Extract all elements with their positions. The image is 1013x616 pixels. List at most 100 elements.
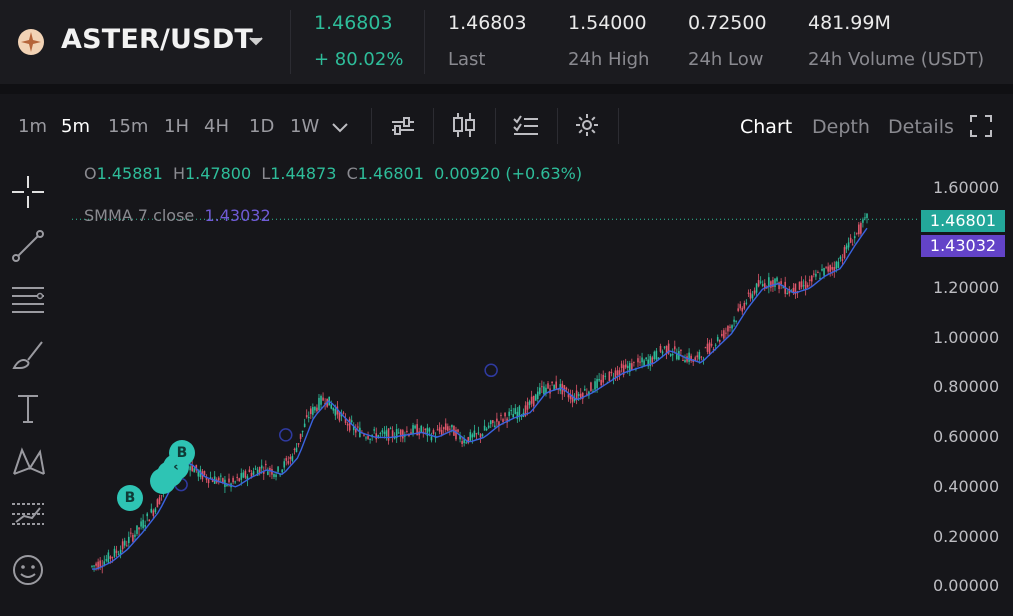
pair-title[interactable]: ASTER/USDT bbox=[61, 24, 254, 55]
candle-body bbox=[222, 478, 224, 483]
candle-body bbox=[369, 438, 371, 440]
horizontal-lines-icon[interactable] bbox=[10, 282, 46, 318]
candle-body bbox=[641, 357, 643, 363]
candle-body bbox=[416, 424, 418, 436]
high-value-legend: 1.47800 bbox=[184, 164, 252, 183]
tab-details[interactable]: Details bbox=[888, 116, 954, 138]
candle-body bbox=[757, 280, 760, 287]
buy-marker[interactable]: B bbox=[169, 440, 195, 466]
candle-body bbox=[144, 525, 146, 527]
smma-legend[interactable]: SMMA 7 close 1.43032 bbox=[84, 206, 271, 225]
buy-marker[interactable]: B bbox=[117, 485, 143, 511]
candle-body bbox=[440, 429, 443, 435]
tf-1w[interactable]: 1W bbox=[290, 116, 320, 137]
candle-body bbox=[150, 508, 153, 513]
candle-body bbox=[530, 396, 533, 404]
candle-body bbox=[602, 374, 605, 383]
tf-1d[interactable]: 1D bbox=[249, 116, 275, 137]
candle-body bbox=[148, 519, 151, 522]
candle-body bbox=[700, 356, 703, 358]
candle-body bbox=[841, 259, 844, 261]
candle-body bbox=[367, 435, 369, 439]
pattern-icon[interactable] bbox=[10, 444, 46, 480]
candle-body bbox=[305, 415, 308, 418]
candle-body bbox=[283, 461, 286, 468]
candle-body bbox=[843, 247, 846, 259]
candle-body bbox=[424, 428, 427, 431]
candle-body bbox=[275, 474, 277, 478]
y-tick: 0.40000 bbox=[933, 477, 1000, 496]
candle-body bbox=[547, 383, 549, 389]
candle-body bbox=[399, 429, 402, 437]
candle-body bbox=[798, 281, 801, 290]
candle-body bbox=[551, 381, 553, 384]
emoji-icon[interactable] bbox=[10, 552, 46, 588]
candle-body bbox=[768, 277, 770, 288]
trend-line-icon[interactable] bbox=[10, 228, 46, 264]
tf-1h[interactable]: 1H bbox=[164, 116, 189, 137]
candle-body bbox=[154, 508, 157, 513]
candle-body bbox=[457, 429, 459, 432]
candle-body bbox=[318, 397, 320, 410]
candle-body bbox=[643, 360, 645, 367]
candle-body bbox=[152, 510, 155, 516]
candlestick-icon[interactable] bbox=[452, 112, 476, 138]
chevron-down-icon[interactable] bbox=[331, 122, 349, 134]
candle-body bbox=[97, 561, 99, 569]
candle-body bbox=[723, 330, 725, 339]
tf-4h[interactable]: 4H bbox=[204, 116, 229, 137]
candle-body bbox=[287, 461, 290, 464]
candle-body bbox=[612, 377, 615, 379]
candle-body bbox=[688, 352, 690, 362]
candle-body bbox=[837, 261, 840, 268]
last-price-tag: 1.46801 bbox=[921, 210, 1005, 232]
candle-body bbox=[559, 384, 562, 391]
crosshair-icon[interactable] bbox=[10, 174, 46, 210]
checklist-icon[interactable] bbox=[513, 114, 539, 136]
candle-body bbox=[254, 468, 257, 470]
candle-body bbox=[334, 408, 337, 416]
candle-body bbox=[320, 395, 322, 405]
candle-body bbox=[831, 267, 834, 270]
candle-body bbox=[710, 343, 713, 346]
candle-body bbox=[228, 478, 230, 483]
candle-body bbox=[475, 433, 478, 435]
settings-gear-icon[interactable] bbox=[575, 113, 599, 137]
order-marker bbox=[484, 363, 498, 378]
y-tick: 0.00000 bbox=[933, 576, 1000, 595]
candle-body bbox=[402, 430, 404, 439]
tf-1m[interactable]: 1m bbox=[18, 116, 47, 137]
fullscreen-icon[interactable] bbox=[969, 114, 993, 138]
candle-body bbox=[134, 534, 136, 537]
candle-body bbox=[539, 387, 541, 395]
indicators-icon[interactable] bbox=[390, 116, 416, 136]
candle-body bbox=[291, 456, 294, 461]
tab-chart[interactable]: Chart bbox=[740, 116, 793, 138]
candle-body bbox=[620, 363, 623, 368]
candle-body bbox=[810, 275, 813, 282]
low-value: 0.72500 bbox=[688, 12, 767, 34]
candle-body bbox=[444, 423, 447, 430]
candle-body bbox=[669, 354, 672, 356]
tf-5m[interactable]: 5m bbox=[61, 116, 90, 137]
tf-15m[interactable]: 15m bbox=[108, 116, 149, 137]
candle-body bbox=[514, 408, 517, 414]
candle-body bbox=[536, 391, 539, 400]
candle-body bbox=[330, 404, 333, 409]
candle-body bbox=[132, 534, 134, 542]
prediction-icon[interactable] bbox=[10, 498, 46, 534]
candle-body bbox=[512, 414, 515, 418]
candle-body bbox=[786, 292, 789, 294]
candle-body bbox=[381, 430, 384, 433]
candle-body bbox=[465, 442, 468, 444]
chevron-down-icon[interactable] bbox=[249, 36, 263, 46]
tab-depth[interactable]: Depth bbox=[812, 116, 870, 138]
candle-body bbox=[295, 447, 298, 453]
candle-body bbox=[191, 464, 193, 471]
candle-body bbox=[346, 423, 349, 426]
brush-icon[interactable] bbox=[10, 336, 46, 372]
candle-body bbox=[586, 393, 588, 395]
price-chart[interactable] bbox=[72, 158, 920, 616]
candle-body bbox=[567, 394, 570, 398]
text-tool-icon[interactable] bbox=[10, 390, 46, 426]
